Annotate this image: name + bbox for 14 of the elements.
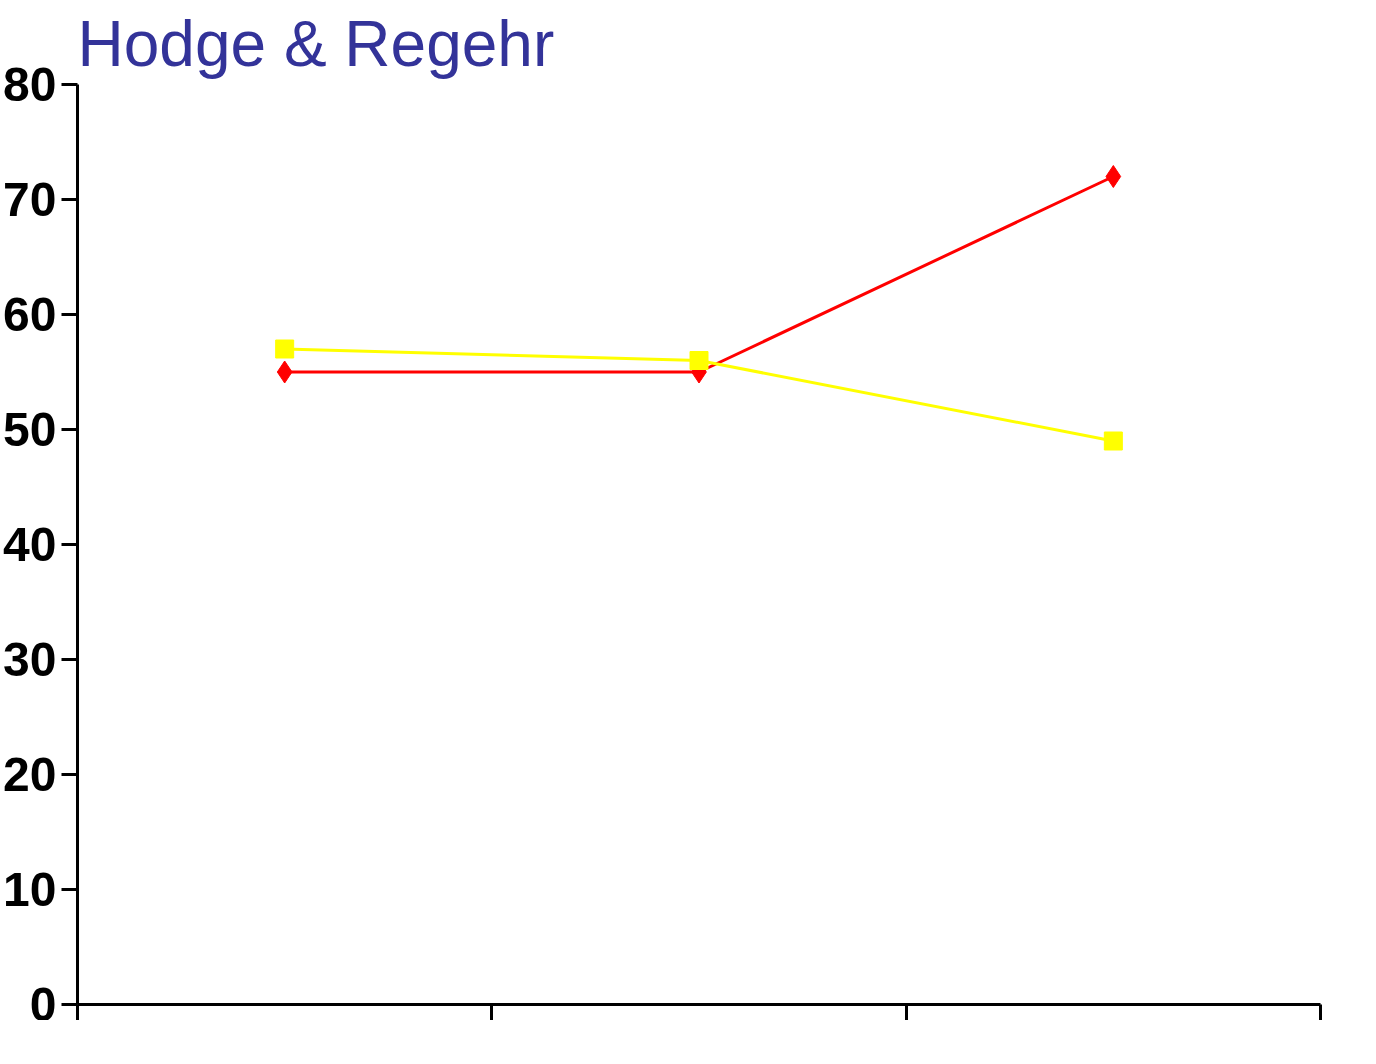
y-tick-label: 20 (3, 748, 57, 801)
point (689, 351, 709, 370)
y-tick-label: 80 (3, 58, 57, 111)
point (1103, 431, 1123, 451)
y-tick-label: 70 (3, 173, 57, 226)
point (1105, 165, 1122, 188)
chart-title: Hodge & Regehr (77, 7, 555, 80)
y-tick-label: 60 (3, 288, 57, 341)
point (276, 360, 293, 384)
point (275, 339, 295, 359)
y-tick-label: 30 (3, 633, 57, 686)
y-tick-label: 10 (3, 863, 57, 916)
y-tick-label: 40 (3, 518, 57, 571)
y-tick-label: 50 (3, 403, 57, 456)
